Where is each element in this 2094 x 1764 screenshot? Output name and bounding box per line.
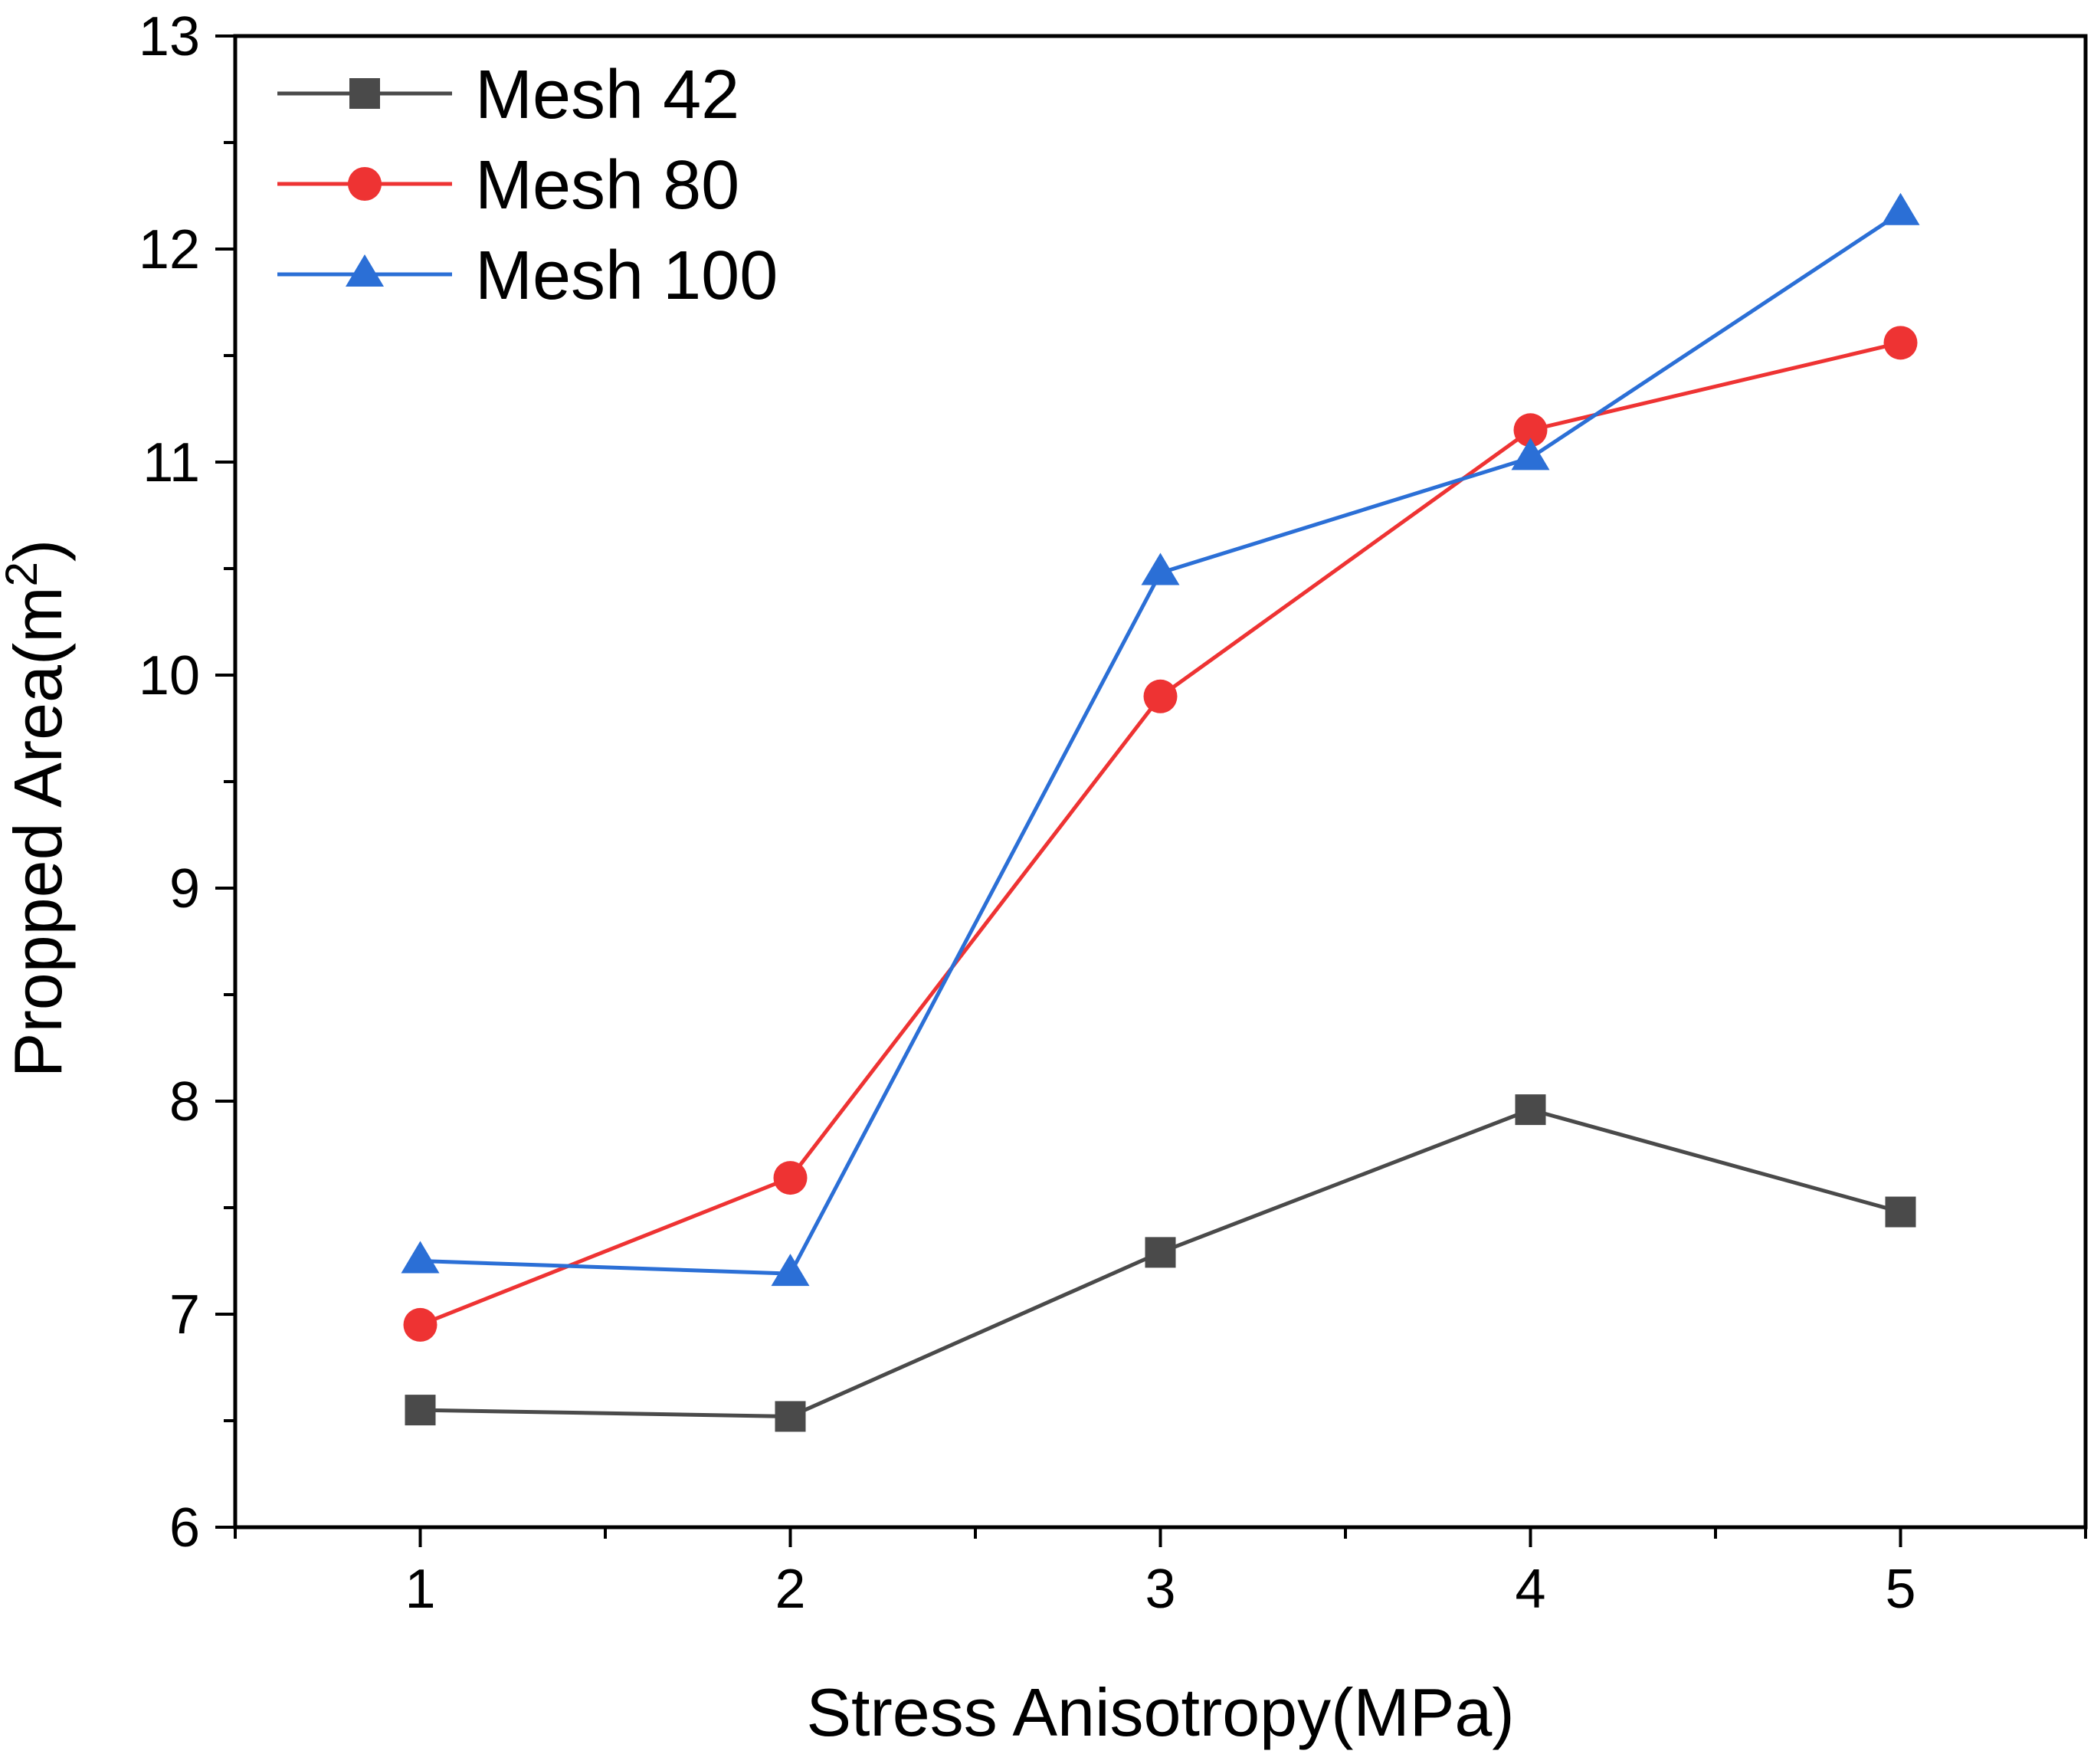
legend-label: Mesh 42	[475, 57, 739, 133]
legend-item: Mesh 42	[277, 57, 739, 133]
legend: Mesh 42 Mesh 80 Mesh 100	[277, 57, 778, 314]
y-tick-label: 7	[169, 1284, 200, 1346]
legend-marker	[346, 254, 384, 287]
y-tick-label: 11	[143, 432, 200, 493]
y-axis-title: Propped Area(m2)	[0, 539, 76, 1077]
x-axis: 1 2 3 4 5	[234, 1527, 2087, 1620]
series-mesh-80	[403, 326, 1918, 1342]
data-point	[1881, 192, 1920, 225]
legend-marker	[348, 167, 382, 201]
series-mesh-42	[405, 1094, 1916, 1432]
x-tick-label: 4	[1515, 1559, 1545, 1620]
data-point	[1515, 1094, 1546, 1126]
data-point	[1885, 1196, 1916, 1228]
x-tick-label: 2	[775, 1559, 805, 1620]
series-mesh-100	[401, 192, 1920, 1287]
y-axis-title-superscript: 2	[0, 562, 47, 586]
legend-item: Mesh 80	[277, 147, 739, 224]
data-point	[405, 1395, 436, 1426]
y-tick-label: 8	[169, 1071, 200, 1133]
data-point	[403, 1307, 437, 1342]
legend-marker	[349, 78, 380, 109]
data-point	[773, 1161, 808, 1195]
y-axis: 6 7 8 9 10 11 12 13	[139, 6, 235, 1559]
y-axis-title-main: Propped Area(m	[0, 586, 76, 1077]
legend-item: Mesh 100	[277, 238, 778, 314]
data-point	[1145, 1237, 1176, 1268]
series-line	[420, 211, 1902, 1276]
data-point	[1513, 413, 1548, 448]
legend-label: Mesh 80	[475, 147, 739, 224]
data-point	[1511, 438, 1550, 471]
data-point	[1883, 326, 1918, 360]
y-tick-label: 10	[139, 645, 200, 707]
legend-label: Mesh 100	[475, 238, 778, 314]
series-line	[419, 340, 1902, 1327]
y-tick-label: 13	[139, 6, 200, 67]
data-point	[401, 1241, 440, 1274]
series-layer	[401, 192, 1920, 1432]
data-point	[1143, 679, 1178, 713]
y-tick-label: 9	[169, 858, 200, 920]
y-axis-title-close: )	[0, 539, 76, 562]
data-point	[771, 1254, 810, 1287]
x-tick-label: 3	[1145, 1559, 1175, 1620]
x-tick-label: 1	[405, 1559, 435, 1620]
y-tick-label: 6	[169, 1497, 200, 1559]
y-tick-label: 12	[139, 219, 200, 280]
x-axis-title: Stress Anisotropy(MPa)	[806, 1674, 1514, 1750]
data-point	[775, 1401, 806, 1432]
x-tick-label: 5	[1885, 1559, 1915, 1620]
data-point	[1141, 552, 1180, 585]
